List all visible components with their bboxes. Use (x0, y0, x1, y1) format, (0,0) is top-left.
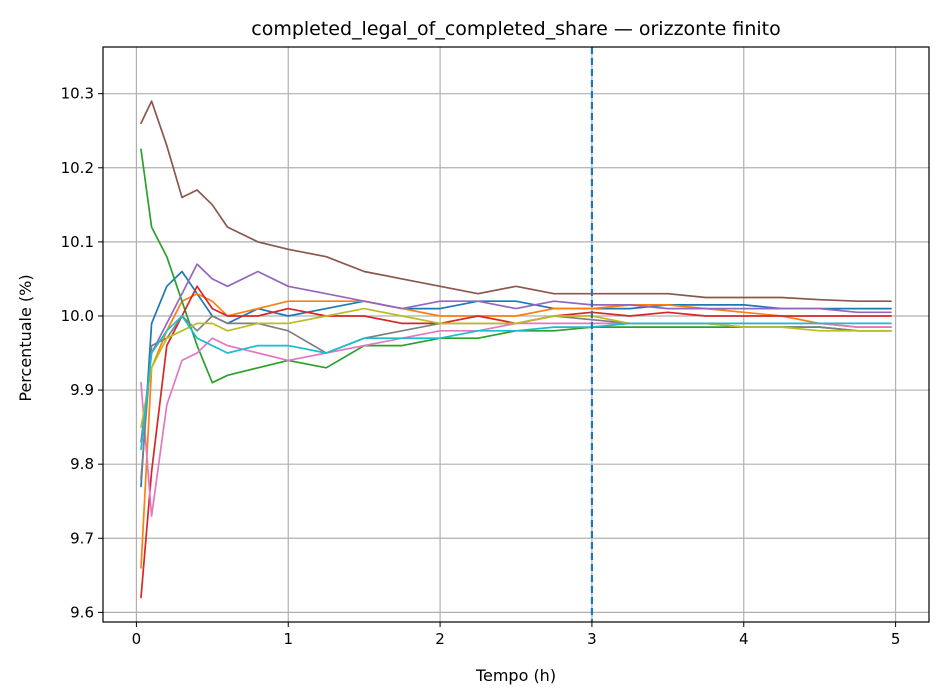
series-line-7 (140, 322, 892, 517)
series-line-1 (140, 270, 892, 488)
series-line-2 (140, 292, 892, 569)
x-tick-label: 1 (283, 630, 293, 648)
y-axis-ticks: 9.6 9.7 9.8 9.9 10.0 10.1 10.2 10.3 (61, 85, 103, 621)
y-tick-label: 9.7 (70, 529, 94, 547)
x-tick-label: 5 (891, 630, 901, 648)
chart-title: completed_legal_of_completed_share — ori… (251, 18, 781, 40)
y-tick-label: 9.9 (70, 381, 94, 399)
y-tick-label: 9.8 (70, 455, 94, 473)
series-line-4 (140, 285, 892, 599)
y-tick-label: 10.0 (61, 307, 94, 325)
series-line-10 (140, 315, 892, 451)
plot-frame (102, 46, 930, 623)
x-axis-label: Tempo (h) (475, 666, 556, 685)
x-tick-label: 4 (739, 630, 749, 648)
series-layer (140, 100, 892, 599)
y-tick-label: 10.1 (61, 233, 94, 251)
y-tick-label: 9.6 (70, 603, 94, 621)
series-line-9 (140, 307, 892, 428)
grid-lines (103, 47, 929, 622)
series-line-6 (140, 100, 892, 303)
x-axis-ticks: 0 1 2 3 4 5 (132, 622, 901, 648)
y-tick-label: 10.3 (61, 85, 94, 103)
series-line-5 (140, 263, 892, 443)
series-line-8 (140, 315, 892, 480)
y-tick-label: 10.2 (61, 159, 94, 177)
x-tick-label: 0 (132, 630, 142, 648)
x-tick-label: 2 (435, 630, 445, 648)
y-axis-label: Percentuale (%) (16, 274, 35, 401)
series-line-3 (140, 148, 892, 384)
x-tick-label: 3 (587, 630, 597, 648)
